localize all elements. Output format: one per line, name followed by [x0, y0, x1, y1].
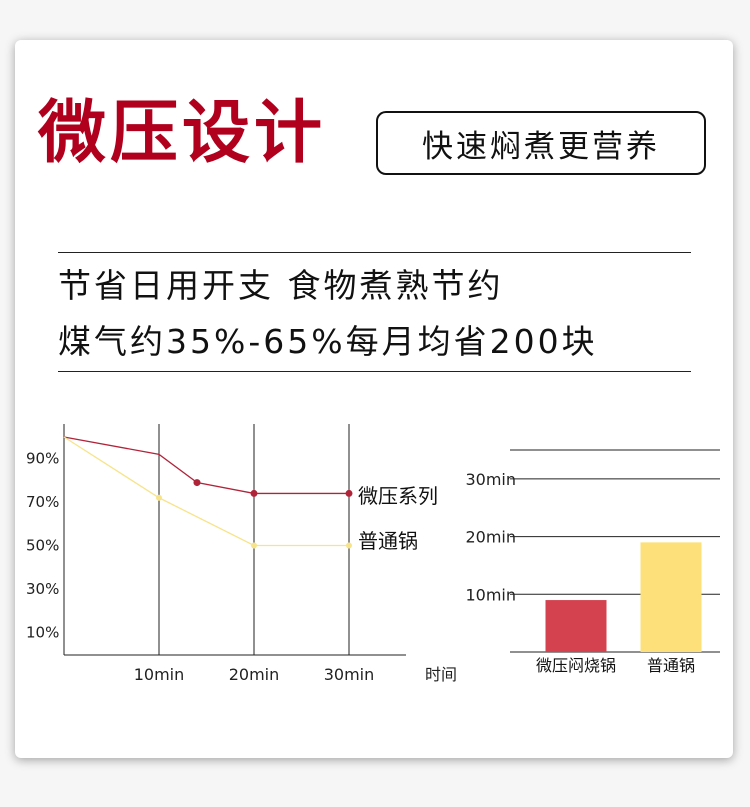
data-point — [251, 542, 257, 549]
data-point — [156, 494, 162, 501]
x-tick-label: 10min — [134, 665, 185, 684]
x-tick-label: 30min — [324, 665, 375, 684]
slogan-box: 快速焖煮更营养 — [376, 111, 706, 175]
x-axis-label: 时间 — [425, 665, 457, 684]
legend-label-normal: 普通锅 — [358, 529, 418, 553]
data-point — [193, 479, 201, 487]
divider-top — [58, 252, 691, 253]
data-point — [250, 489, 258, 497]
y-tick-label: 30% — [26, 580, 59, 598]
x-tick-label: 20min — [229, 665, 280, 684]
y-tick-label: 90% — [26, 450, 59, 468]
headline-line-1: 节省日用开支 食物煮熟节约 — [58, 266, 504, 305]
legend-label-micro: 微压系列 — [358, 484, 438, 508]
content-card — [15, 40, 733, 758]
series-line — [63, 436, 349, 495]
y-tick-label: 50% — [26, 537, 59, 555]
headline-line-2: 煤气约35%-65%每月均省200块 — [58, 322, 598, 361]
data-point — [346, 542, 352, 549]
y-tick-label: 10% — [26, 623, 59, 641]
page-title: 微压设计 — [38, 94, 327, 173]
divider-bottom — [58, 371, 691, 372]
y-tick-label: 70% — [26, 493, 59, 511]
data-point — [345, 489, 353, 497]
series-line — [63, 436, 349, 547]
